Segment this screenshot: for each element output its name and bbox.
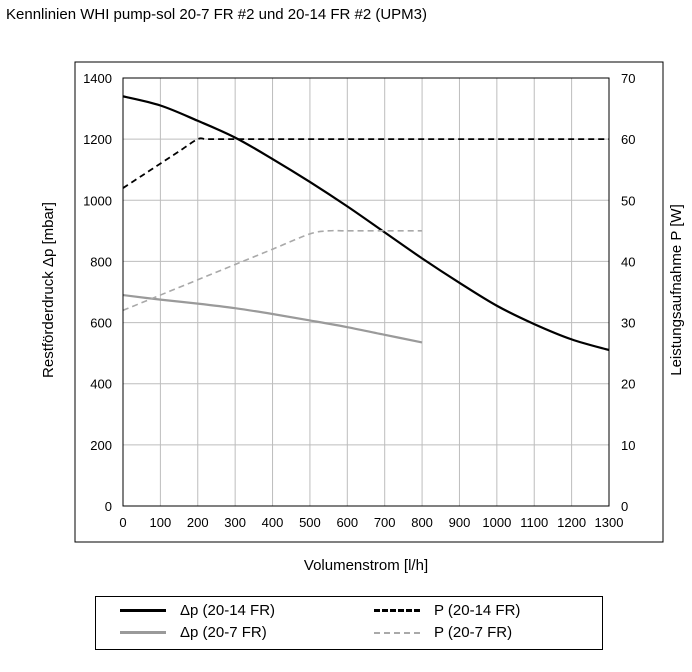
legend-swatch-solid-grey [120,631,166,634]
legend-label: P (20-14 FR) [434,602,521,619]
legend-item-p-20-7: P (20-7 FR) [374,624,512,641]
y2-tick-label: 20 [621,377,635,392]
series-line-dash-dark [122,137,609,189]
x-tick-label: 600 [336,515,358,530]
x-tick-label: 100 [150,515,172,530]
x-tick-label: 300 [224,515,246,530]
x-tick-label: 500 [299,515,321,530]
y2-tick-labels: 0 10 20 30 40 50 60 70 [621,71,635,514]
y2-tick-label: 60 [621,132,635,147]
series-line-dash-grey [122,229,423,312]
y2-tick-label: 40 [621,254,635,269]
grid-lines [122,77,610,507]
y2-tick-label: 50 [621,193,635,208]
y2-tick-label: 30 [621,316,635,331]
y-tick-label: 800 [90,254,112,269]
x-tick-label: 1200 [557,515,586,530]
y2-tick-label: 70 [621,71,635,86]
y-tick-label: 0 [105,499,112,514]
y2-tick-label: 0 [621,499,628,514]
x-tick-labels: 0 100 200 300 400 500 600 700 800 900 1000 1100 1200… [119,515,623,530]
y2-axis-label: Leistungsaufnahme P [W] [668,204,685,376]
x-tick-label: 800 [411,515,433,530]
legend-item-dp-20-14: Δp (20-14 FR) [120,602,275,619]
chart-title: Kennlinien WHI pump-sol 20-7 FR #2 und 2… [6,6,428,23]
x-tick-label: 200 [187,515,209,530]
chart-frame [74,61,664,543]
plot-area-frame [122,77,610,507]
y-tick-label: 1000 [83,193,112,208]
chart-legend: Δp (20-14 FR) Δp (20-7 FR) P (20-14 FR) … [95,596,603,650]
x-tick-label: 1100 [520,515,548,530]
legend-label: Δp (20-7 FR) [180,624,267,641]
legend-swatch-dash-dark [374,609,420,612]
y-tick-label: 400 [90,377,112,392]
series-line-solid-grey [122,293,423,344]
x-tick-label: 700 [374,515,396,530]
y-tick-label: 200 [90,438,112,453]
legend-item-dp-20-7: Δp (20-7 FR) [120,624,267,641]
y-tick-labels: 0 200 400 600 800 1000 1200 1400 [83,71,112,514]
legend-swatch-dash-grey [374,631,420,634]
line-chart: 0 100 200 300 400 500 600 700 800 900 1000 1100 1200… [40,61,685,574]
legend-label: P (20-7 FR) [434,624,513,641]
x-tick-label: 1000 [482,515,511,530]
legend-item-p-20-14: P (20-14 FR) [374,602,520,619]
legend-swatch-solid-dark [120,609,166,612]
y-tick-label: 1200 [83,132,112,147]
series-lines [122,95,610,352]
x-tick-label: 1300 [595,515,624,530]
series-line-solid-dark [122,95,610,352]
y-tick-label: 1400 [83,71,112,86]
y-tick-label: 600 [90,316,112,331]
x-tick-label: 400 [262,515,284,530]
y-axis-label: Restförderdruck Δp [mbar] [40,202,57,378]
x-axis-label: Volumenstrom [l/h] [304,557,428,574]
legend-label: Δp (20-14 FR) [180,602,276,619]
y2-tick-label: 10 [621,438,635,453]
x-tick-label: 900 [449,515,471,530]
x-tick-label: 0 [119,515,126,530]
